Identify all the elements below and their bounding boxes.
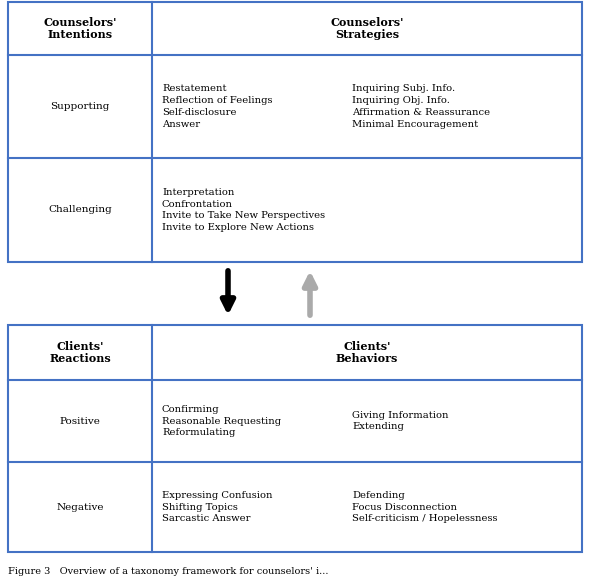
Text: Clients'
Reactions: Clients' Reactions: [49, 340, 111, 364]
FancyBboxPatch shape: [8, 325, 582, 552]
Text: Giving Information
Extending: Giving Information Extending: [352, 411, 448, 432]
Text: Inquiring Subj. Info.
Inquiring Obj. Info.
Affirmation & Reassurance
Minimal Enc: Inquiring Subj. Info. Inquiring Obj. Inf…: [352, 84, 490, 128]
Text: Defending
Focus Disconnection
Self-criticism / Hopelessness: Defending Focus Disconnection Self-criti…: [352, 491, 498, 523]
Text: Figure 3   Overview of a taxonomy framework for counselors' i...: Figure 3 Overview of a taxonomy framewor…: [8, 568, 328, 576]
FancyBboxPatch shape: [8, 2, 582, 262]
Text: Negative: Negative: [56, 502, 104, 512]
Text: Clients'
Behaviors: Clients' Behaviors: [336, 340, 398, 364]
Text: Restatement
Reflection of Feelings
Self-disclosure
Answer: Restatement Reflection of Feelings Self-…: [162, 84, 273, 128]
Text: Expressing Confusion
Shifting Topics
Sarcastic Answer: Expressing Confusion Shifting Topics Sar…: [162, 491, 273, 523]
Text: Counselors'
Strategies: Counselors' Strategies: [330, 16, 404, 40]
Text: Challenging: Challenging: [48, 206, 112, 214]
Text: Positive: Positive: [59, 416, 100, 426]
Text: Counselors'
Intentions: Counselors' Intentions: [43, 16, 116, 40]
Text: Confirming
Reasonable Requesting
Reformulating: Confirming Reasonable Requesting Reformu…: [162, 405, 281, 437]
Text: Supporting: Supporting: [50, 102, 110, 111]
Text: Interpretation
Confrontation
Invite to Take New Perspectives
Invite to Explore N: Interpretation Confrontation Invite to T…: [162, 188, 325, 232]
